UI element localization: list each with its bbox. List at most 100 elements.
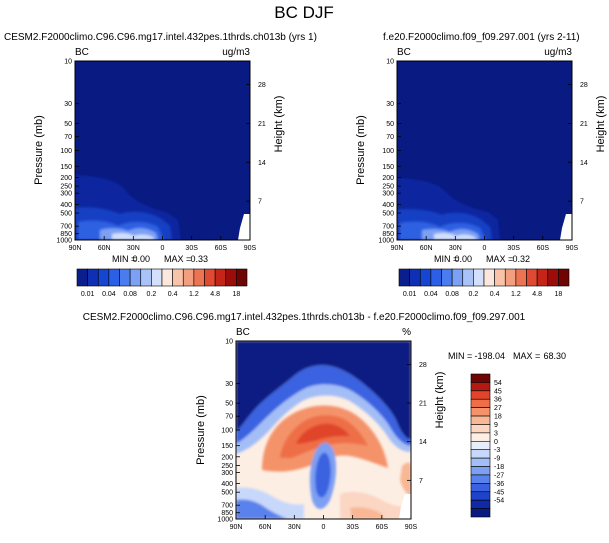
- latitude-tick-label: 90S: [405, 524, 418, 531]
- latitude-tick-label: 30S: [346, 524, 359, 531]
- level-18b: [350, 507, 384, 519]
- variable-label: BC: [75, 47, 89, 58]
- min-label: MIN =: [112, 254, 136, 264]
- pressure-tick-label: 300: [60, 191, 72, 198]
- latitude-tick-label: 60S: [215, 245, 228, 252]
- pressure-tick-label: 400: [60, 202, 72, 209]
- axis-ticks: 1030507010015020025030040050070085010002…: [217, 339, 426, 532]
- height-tick-label: 14: [258, 160, 266, 167]
- colorbar-label: 0.4: [490, 291, 500, 298]
- y-axis-label-left: Pressure (mb): [33, 115, 45, 185]
- latitude-tick-label: 60S: [537, 245, 550, 252]
- colorbar-label: 1.2: [511, 291, 521, 298]
- latitude-tick-label: 0: [161, 245, 165, 252]
- colorbar-swatch: [470, 466, 491, 476]
- units-label: ug/m3: [222, 47, 250, 58]
- colorbar-swatch: [140, 268, 152, 287]
- figure-title: BC DJF: [274, 3, 334, 22]
- heatmap-field: [397, 61, 572, 240]
- panel-top-left: CESM2.F2000climo.C96.C96.mg17.intel.432p…: [4, 32, 317, 298]
- colorbar-swatch: [451, 268, 464, 287]
- colorbar-swatch: [119, 268, 131, 287]
- pressure-tick-label: 100: [60, 148, 72, 155]
- height-tick-label: 28: [419, 362, 427, 369]
- latitude-tick-label: 30S: [507, 245, 520, 252]
- pressure-tick-label: 150: [60, 164, 72, 171]
- colorbar-swatch: [470, 508, 491, 518]
- pressure-tick-label: 850: [60, 231, 72, 238]
- colorbar-label: 18: [232, 291, 240, 298]
- latitude-tick-label: 60N: [98, 245, 111, 252]
- y-axis-label-left: Pressure (mb): [355, 115, 367, 185]
- panel-title: CESM2.F2000climo.C96.C96.mg17.intel.432p…: [83, 312, 526, 323]
- colorbar-swatch: [172, 268, 184, 287]
- colorbar-swatch: [558, 268, 570, 287]
- terrain-mask: [399, 494, 411, 519]
- colorbar-label: 4.8: [532, 291, 542, 298]
- colorbar-label: 0.04: [424, 291, 438, 298]
- colorbar-swatch: [470, 432, 491, 442]
- min-label: MIN =: [448, 351, 472, 361]
- max-label: MAX =: [486, 254, 513, 264]
- latitude-tick-label: 30N: [449, 245, 462, 252]
- colorbar-label: -9: [494, 456, 500, 463]
- pressure-tick-label: 400: [221, 481, 233, 488]
- height-tick-label: 21: [419, 401, 427, 408]
- latitude-tick-label: 0: [322, 524, 326, 531]
- colorbar-swatch: [470, 483, 491, 493]
- latitude-tick-label: 90N: [69, 245, 82, 252]
- colorbar-label: 0.4: [168, 291, 178, 298]
- pressure-tick-label: 200: [221, 454, 233, 461]
- level-(-54): [236, 341, 411, 440]
- min-value: 0.00: [454, 254, 472, 264]
- pressure-tick-label: 1000: [378, 238, 394, 245]
- colorbar-swatch: [494, 268, 506, 287]
- colorbar-swatch: [483, 268, 495, 287]
- pressure-tick-label: 70: [386, 134, 394, 141]
- colorbar-swatch: [462, 268, 474, 287]
- colorbar-swatch: [470, 440, 491, 451]
- pressure-tick-label: 300: [221, 470, 233, 477]
- colorbar-label: 0.08: [445, 291, 459, 298]
- colorbar-swatch: [470, 424, 491, 434]
- heatmap-field: [236, 341, 411, 519]
- colorbar-swatch: [204, 268, 216, 287]
- colorbar-swatch: [398, 268, 410, 287]
- colorbar-swatch: [76, 268, 88, 287]
- colorbar-swatch: [214, 268, 227, 287]
- colorbar-swatch: [236, 268, 248, 287]
- colorbar: 0.01 0.04 0.08 0.2 0.4 1.2 4.8 18: [76, 268, 248, 298]
- colorbar-swatch: [441, 268, 453, 287]
- pressure-tick-label: 10: [64, 59, 72, 66]
- latitude-tick-label: 0: [483, 245, 487, 252]
- colorbar-swatch: [225, 268, 237, 287]
- y-axis-label-right: Height (km): [273, 96, 285, 153]
- pressure-tick-label: 1000: [56, 238, 72, 245]
- colorbar-swatch: [193, 268, 205, 287]
- colorbar-swatch: [87, 268, 99, 287]
- pressure-tick-label: 300: [382, 191, 394, 198]
- y-axis-label-left: Pressure (mb): [195, 395, 207, 465]
- colorbar-label: -54: [494, 498, 504, 505]
- y-axis-label-right: Height (km): [434, 372, 446, 429]
- colorbar-swatch: [97, 268, 110, 287]
- colorbar-label: 45: [494, 388, 502, 395]
- panel-top-right: f.e20.F2000climo.f09_f09.297.001 (yrs 2-…: [355, 32, 607, 298]
- pressure-tick-label: 400: [382, 202, 394, 209]
- colorbar-label: 4.8: [210, 291, 220, 298]
- latitude-tick-label: 60N: [420, 245, 433, 252]
- max-value: 0.33: [190, 254, 208, 264]
- pressure-tick-label: 100: [221, 428, 233, 435]
- pressure-tick-label: 50: [386, 121, 394, 128]
- level-(-45): [315, 452, 331, 498]
- latitude-tick-label: 30N: [288, 524, 301, 531]
- colorbar-label: 18: [554, 291, 562, 298]
- colorbar-label: 18: [494, 414, 502, 421]
- level-(-36): [236, 365, 411, 446]
- level-(-9): [236, 384, 411, 454]
- min-label: MIN =: [434, 254, 458, 264]
- colorbar-swatch: [182, 268, 195, 287]
- height-tick-label: 7: [419, 478, 423, 485]
